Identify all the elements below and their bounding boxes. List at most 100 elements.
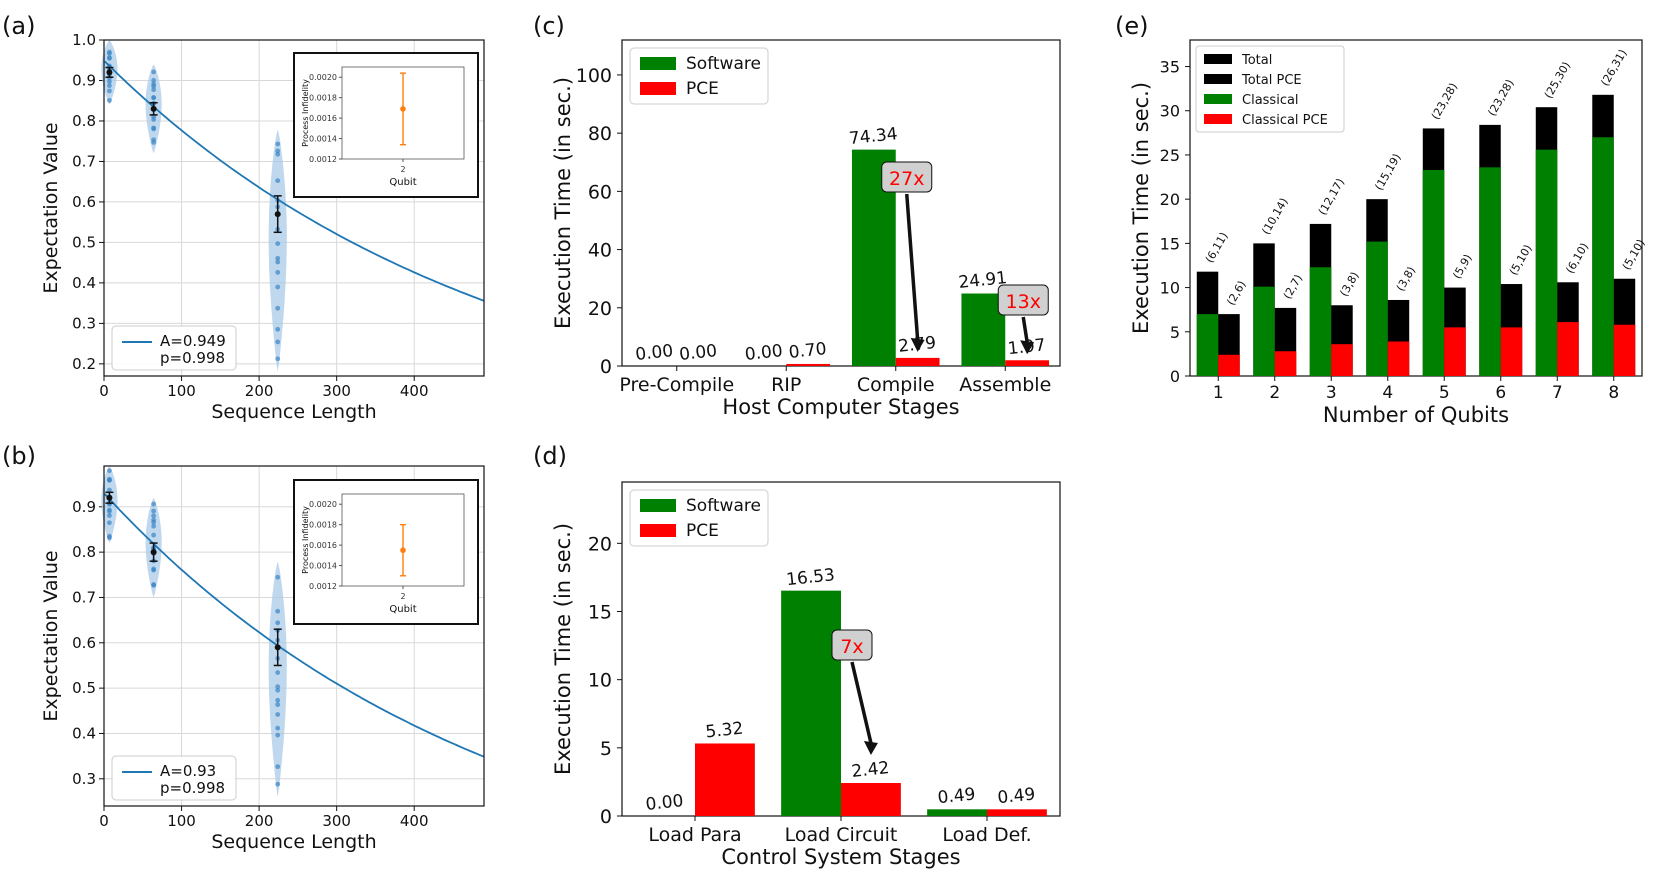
speedup-arrowhead xyxy=(1020,340,1035,355)
bar-pair-label: (6,10) xyxy=(1563,241,1591,276)
bar-pair-label: (2,6) xyxy=(1224,279,1248,308)
y-tick-label: 10 xyxy=(1160,279,1180,298)
bar-pair-label: (3,8) xyxy=(1337,270,1361,299)
y-tick-label: 20 xyxy=(588,298,612,320)
x-tick-label: 5 xyxy=(1439,383,1450,403)
x-axis-label: Sequence Length xyxy=(211,401,376,423)
bar-classical xyxy=(1366,241,1388,376)
violin-point xyxy=(275,305,281,311)
inset-point xyxy=(400,547,406,554)
speedup-label: 27x xyxy=(889,168,924,190)
y-tick-label: 0.9 xyxy=(72,498,96,516)
x-tick-label: 100 xyxy=(167,382,196,400)
legend-label: p=0.998 xyxy=(160,779,225,797)
y-tick-label: 15 xyxy=(1160,234,1180,253)
x-axis-label: Number of Qubits xyxy=(1323,403,1509,427)
axes-frame xyxy=(103,465,485,807)
bar-pair-label: (12,17) xyxy=(1316,176,1347,217)
violin-point xyxy=(151,87,157,93)
y-tick-label: 25 xyxy=(1160,146,1180,165)
y-tick-label: 15 xyxy=(588,602,612,624)
x-tick-label: Assemble xyxy=(959,374,1051,396)
violin-point xyxy=(151,523,157,529)
bar-classical xyxy=(1253,286,1275,376)
bar-classical xyxy=(1479,167,1501,376)
speedup-label: 13x xyxy=(1006,291,1041,313)
x-tick-label: Load Circuit xyxy=(785,824,898,846)
speedup-box xyxy=(881,161,933,193)
mean-point xyxy=(150,105,157,112)
x-tick-label: 400 xyxy=(400,382,429,400)
panel-b-chart: 0 100 200 300 400 0.3 0.4 0.5 0.6 0.7 0.8 0.9 Sequen… xyxy=(40,465,485,853)
x-tick-label: Load Para xyxy=(648,824,741,846)
bar-classical xyxy=(1309,267,1332,376)
legend-swatch xyxy=(640,499,676,512)
axes-frame xyxy=(621,39,1061,367)
legend-label: A=0.949 xyxy=(160,332,226,350)
violin-point xyxy=(151,508,157,514)
legend-label: Software xyxy=(686,54,761,74)
mean-point xyxy=(274,644,281,651)
y-tick-label: 0 xyxy=(1170,367,1180,386)
legend-label: p=0.998 xyxy=(160,349,225,367)
bar-pair-label: (23,28) xyxy=(1485,77,1516,118)
violin-point xyxy=(275,269,281,275)
violin-point xyxy=(151,78,157,83)
violin-point xyxy=(151,532,157,538)
violin-point xyxy=(107,520,112,526)
bar-value-label: 16.53 xyxy=(785,565,835,590)
inset-x-label: Qubit xyxy=(389,177,416,188)
inset-y-label: Process Infidelity xyxy=(301,79,310,147)
bar-classical-pce xyxy=(1387,341,1410,376)
inset-y-tick-label: 0.0014 xyxy=(309,135,337,144)
bar-pair-label: (6,11) xyxy=(1203,230,1231,265)
x-tick-label: 1 xyxy=(1213,383,1224,403)
bar-pair-label: (15,19) xyxy=(1372,151,1403,192)
violin-point xyxy=(151,566,157,572)
bar-value-label: 0.49 xyxy=(997,784,1037,808)
y-tick-label: 0 xyxy=(600,356,612,378)
violin-point xyxy=(107,468,112,474)
violin-point xyxy=(275,574,281,580)
y-tick-label: 0.4 xyxy=(72,274,96,292)
violin-point xyxy=(151,517,157,523)
x-tick-label: 8 xyxy=(1608,383,1619,403)
y-axis-label: Expectation Value xyxy=(40,122,62,293)
violin-point xyxy=(275,684,281,690)
speedup-label: 7x xyxy=(840,636,863,658)
legend-label: PCE xyxy=(686,521,719,541)
bar-classical xyxy=(1592,137,1614,376)
inset-y-tick-label: 0.0018 xyxy=(309,521,337,530)
legend-label: Total PCE xyxy=(1241,73,1302,88)
inset-y-tick-label: 0.0016 xyxy=(309,114,337,123)
bar-pair-label: (2,7) xyxy=(1281,272,1305,301)
y-tick-label: 0.2 xyxy=(72,355,96,373)
inset-y-tick-label: 0.0020 xyxy=(309,500,337,509)
bar-pair-label: (23,28) xyxy=(1429,81,1460,122)
panel-e-chart: 051015202530351(6,11)(2,6)2(10,14)(2,7)3… xyxy=(1129,39,1648,427)
x-tick-label: 0 xyxy=(99,812,109,830)
x-tick-label: 300 xyxy=(322,812,351,830)
violin-point xyxy=(275,241,281,247)
bar-pair-label: (25,30) xyxy=(1542,59,1573,100)
violin-point xyxy=(275,702,281,708)
x-tick-label: 2 xyxy=(1269,383,1280,403)
panel-label-b: (b) xyxy=(2,442,36,470)
x-tick-label: Pre-Compile xyxy=(619,374,734,396)
violin-point xyxy=(275,148,281,154)
violin-point xyxy=(275,255,281,261)
violin-point xyxy=(275,620,281,626)
legend-label: Total xyxy=(1241,53,1272,68)
fit-curve xyxy=(104,60,485,302)
bar-classical-pce xyxy=(1500,327,1523,376)
bar-value-label: 74.34 xyxy=(848,124,898,149)
inset-y-tick-label: 0.0012 xyxy=(309,582,337,591)
x-tick-label: 6 xyxy=(1495,383,1506,403)
panel-d-chart: 0 5 10 15 20 Load Para 0.00 5.32 Load Circuit 16.… xyxy=(551,481,1061,869)
bar-pair-label: (5,10) xyxy=(1507,242,1535,277)
inset-y-tick-label: 0.0020 xyxy=(309,73,337,82)
x-tick-label: 100 xyxy=(167,812,196,830)
inset-y-tick-label: 0.0012 xyxy=(309,155,337,164)
violin-point xyxy=(151,140,157,145)
